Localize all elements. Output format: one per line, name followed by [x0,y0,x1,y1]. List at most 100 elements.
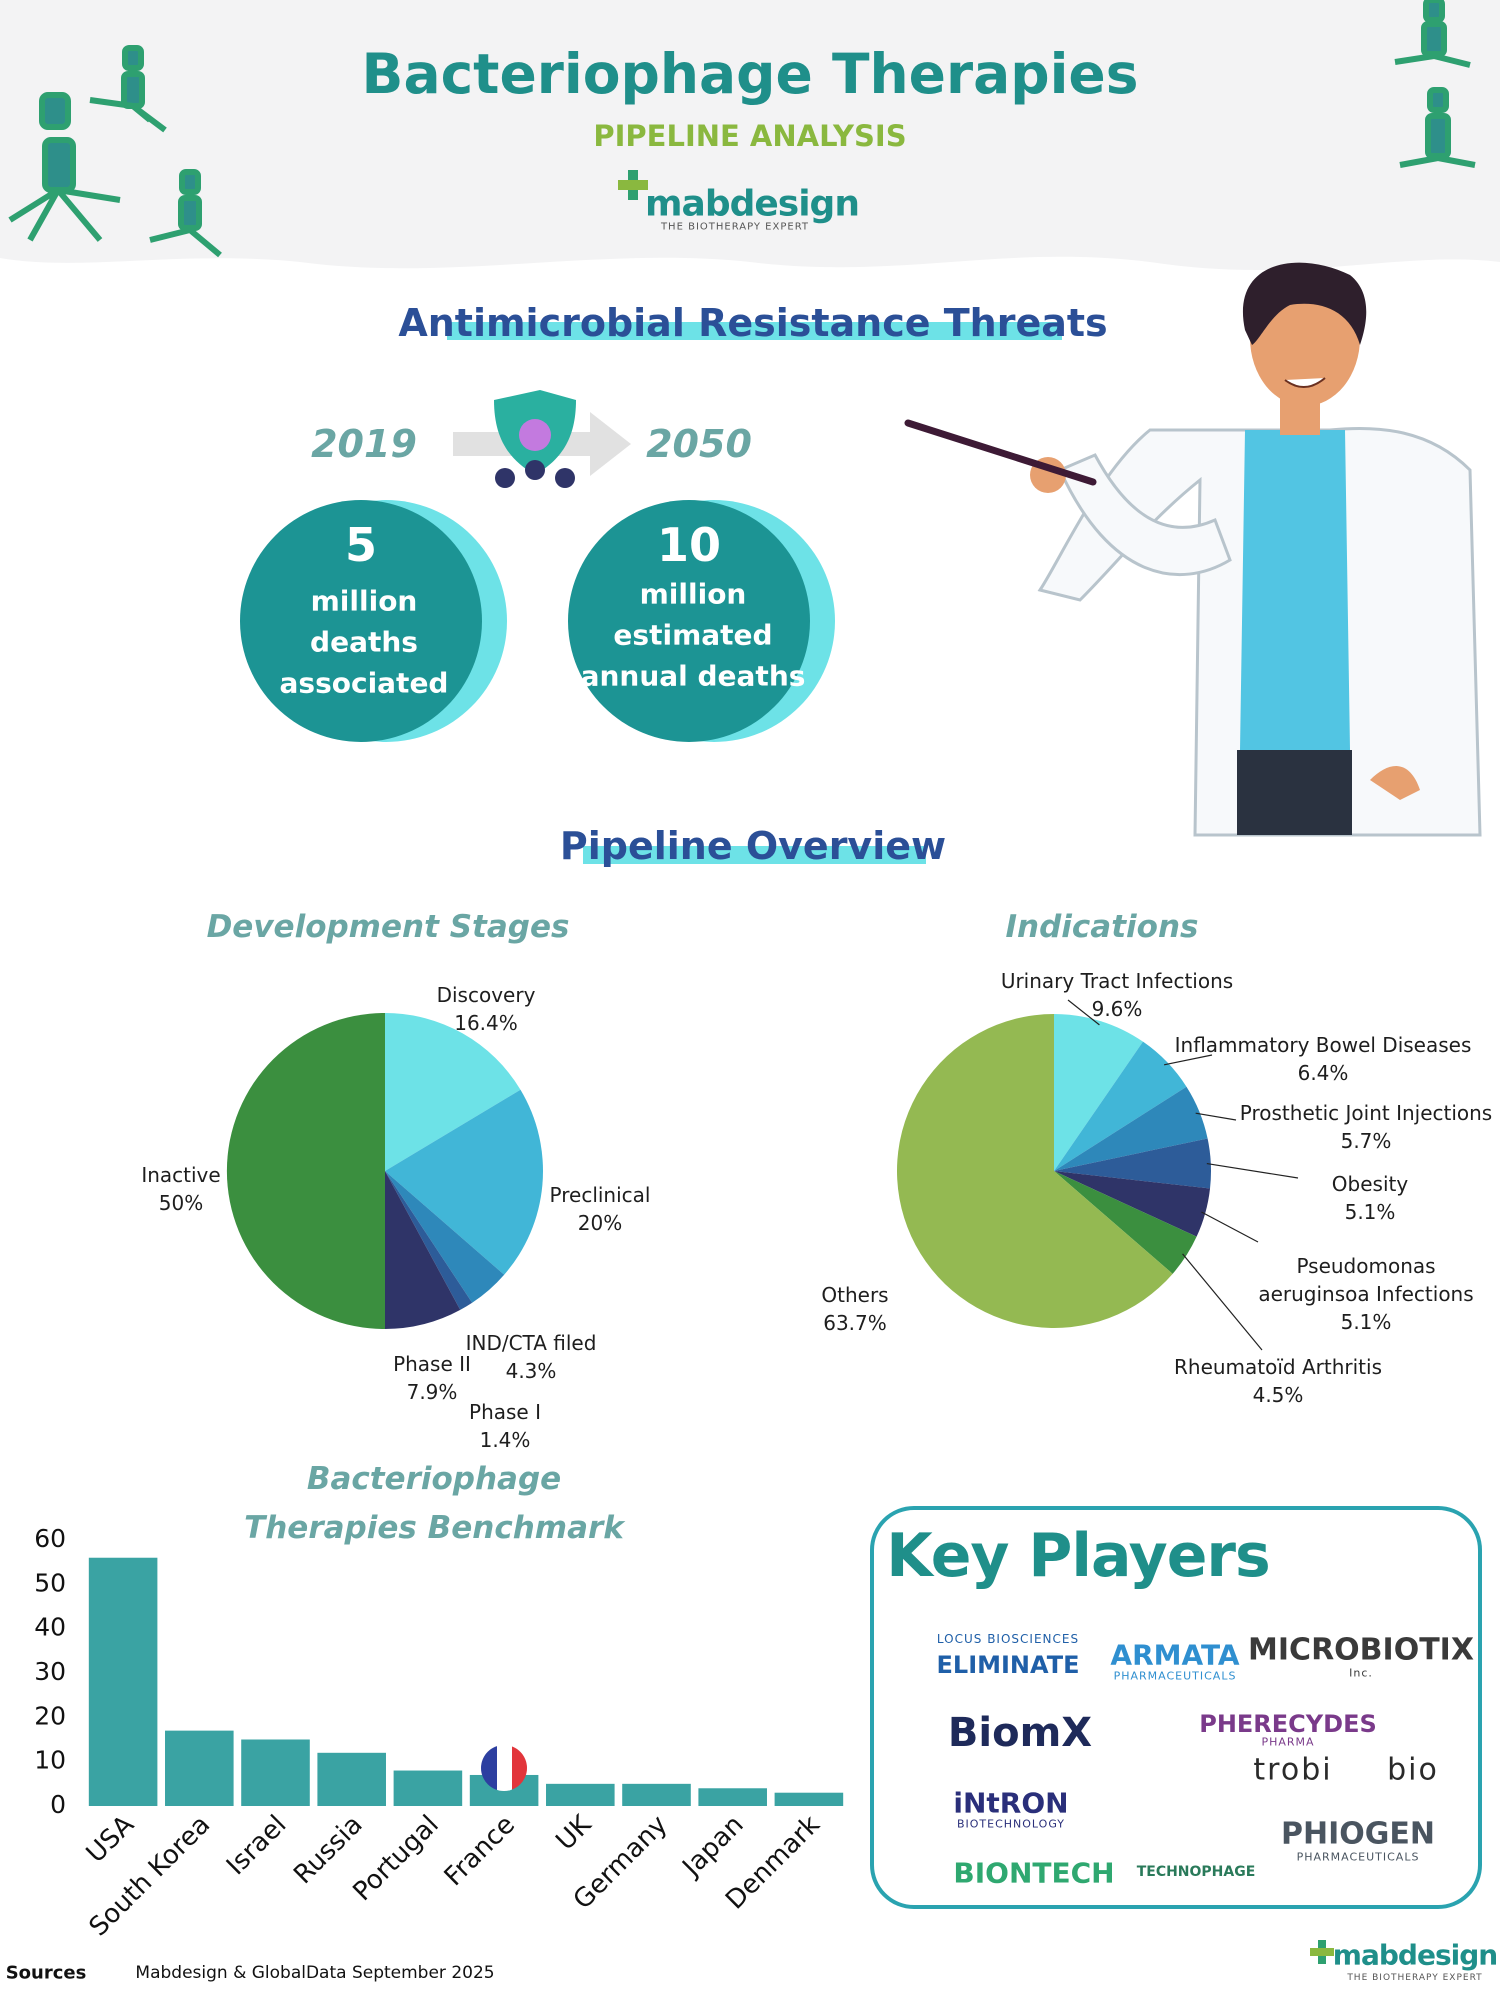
y-tick-label: 50 [34,1568,66,1597]
heading-highlight [583,846,926,864]
pie-slice [385,1171,505,1303]
logo-subtext: Inc. [1349,1666,1373,1679]
x-tick-label: Japan [676,1810,750,1884]
phage-decoration [8,0,1476,258]
stat-circles [240,500,835,742]
bar [241,1739,310,1806]
pie-slice [1054,1014,1143,1171]
pie-slice [385,1089,544,1275]
slice-label: Others [821,1283,889,1307]
footer-tagline: THE BIOTHERAPY EXPERT [1347,1973,1483,1983]
logo: mabdesign [645,183,860,225]
bar [774,1792,844,1806]
slice-label: IND/CTA filed [465,1331,597,1355]
stat-number: 10 [656,518,722,572]
footer-text: Mabdesign & GlobalData September 2025 [135,1963,495,1983]
y-tick-label: 10 [34,1746,66,1775]
logo-name: iNtRON [953,1786,1069,1820]
key-players-title: Key Players [886,1521,1270,1591]
mab-logo-icon [618,170,648,200]
logo-subtext: BIOTECHNOLOGY [956,1817,1066,1831]
stat-text: deaths [310,625,418,659]
bar [88,1557,158,1806]
x-tick-label: USA [81,1810,140,1869]
logo-name: BiomX [947,1710,1093,1756]
shield-icon [494,390,576,488]
logo-name: ELIMINATE [936,1651,1080,1679]
leader-line [1206,1162,1299,1179]
slice-label: Phase II [393,1352,471,1376]
stat-number: 5 [344,518,378,572]
pie-slice [385,1013,521,1171]
slice-label: Rheumatoïd Arthritis [1174,1355,1382,1379]
slice-value-label: 4.5% [1252,1383,1304,1407]
logo-name: bio [1387,1752,1439,1788]
title: Bacteriophage Therapies [361,42,1139,106]
pie-slice [1054,1086,1208,1171]
pie-slice [1054,1138,1211,1189]
slice-label: Inflammatory Bowel Diseases [1174,1033,1472,1057]
france-flag [481,1745,527,1791]
stat-text: annual deaths [580,659,806,693]
logo-subtext: PHARMA [1261,1735,1315,1749]
bar [698,1788,767,1806]
section-heading: Antimicrobial Resistance Threats [398,301,1108,345]
pie-slice [897,1014,1173,1328]
slice-value-label: 50% [158,1191,204,1215]
pie-slice [1054,1171,1197,1274]
logo-subtext: PHARMACEUTICALS [1296,1850,1420,1863]
logo-name: PHIOGEN [1281,1816,1435,1852]
scientist-illustration [904,262,1482,837]
y-tick-label: 60 [34,1524,66,1553]
x-tick-label: Portugal [347,1810,444,1907]
header-band [0,0,1500,271]
leader-line [1182,1253,1263,1351]
slice-label: Inactive [141,1163,221,1187]
y-tick-label: 0 [50,1790,66,1819]
heading-highlight [447,322,1062,340]
y-tick-label: 30 [34,1657,66,1686]
pie-slice [226,1012,385,1330]
footer-label: Sources [5,1962,87,1984]
slice-label: Phase I [469,1400,541,1424]
slice-value-label: 5.1% [1344,1200,1396,1224]
logo-name: PHERECYDES [1199,1710,1377,1738]
section-heading: Pipeline Overview [559,824,947,868]
pie-slice [1054,1041,1187,1171]
bar [317,1752,386,1806]
y-tick-label: 20 [34,1701,66,1730]
year: 2019 [311,422,417,466]
slice-value-label: 5.7% [1340,1129,1392,1153]
logo-name: TECHNOPHAGE [1136,1864,1256,1880]
logo-name: MICROBIOTIX [1248,1632,1474,1668]
stat-text: associated [279,666,449,700]
chart-title: Development Stages [206,909,570,945]
logo-name: ARMATA [1110,1638,1240,1672]
stat-text: estimated [613,618,773,652]
chart-title: Bacteriophage Therapies Benchmark [244,1461,624,1546]
bar [393,1770,463,1806]
footer-logo: mabdesign [1332,1938,1498,1972]
logo-subtext: LOCUS BIOSCIENCES [936,1632,1080,1646]
slice-value-label: 6.4% [1297,1061,1349,1085]
year: 2050 [646,422,752,466]
slice-label: Urinary Tract Infections [1000,969,1234,993]
y-tick-label: 40 [34,1613,66,1642]
leader-line [1164,1054,1213,1066]
bar [165,1730,234,1806]
slice-value-label: 4.3% [505,1359,557,1383]
chart-title: Indications [1005,909,1199,945]
slice-value-label: 16.4% [454,1011,518,1035]
leader-line [1067,999,1100,1026]
slice-value-label: 1.4% [479,1428,531,1452]
logo-name: trobi [1253,1752,1333,1788]
subtitle: PIPELINE ANALYSIS [593,119,907,153]
x-tick-label: UK [551,1809,598,1856]
pie-slice [1054,1171,1211,1237]
x-tick-label: France [439,1810,521,1892]
slice-label: Prosthetic Joint Injections [1239,1101,1493,1125]
leader-line [1195,1112,1237,1121]
footer-logo-icon [1310,1940,1334,1964]
